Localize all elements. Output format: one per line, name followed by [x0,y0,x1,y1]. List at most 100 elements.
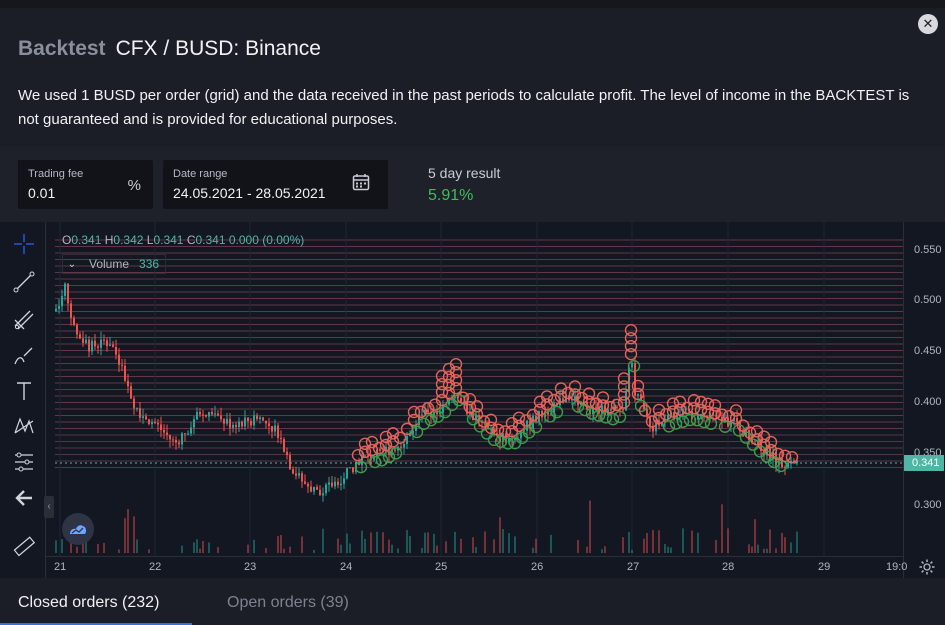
candle-body [346,468,348,479]
title-prefix: Backtest [18,37,106,60]
volume-bar [514,536,516,553]
buy-order-marker [354,460,368,474]
sell-order-marker [351,448,365,462]
sell-order-marker [624,347,638,361]
candle-body [487,424,489,430]
candle-body [745,430,747,437]
candle-body [595,406,597,408]
buy-order-marker [368,455,382,469]
buy-order-marker [389,447,403,460]
sell-order-marker [617,380,631,393]
buy-order-marker [627,359,641,373]
price-axis[interactable]: 0.550 0.500 0.450 0.400 0.350 0.300 [903,222,945,578]
candle-body [136,408,138,410]
crosshair-icon[interactable] [8,230,40,258]
volume-bar [445,541,447,553]
candle-body [373,456,375,460]
volume-bar [253,539,255,553]
sell-order-marker [554,390,568,403]
volume-bar [535,538,537,553]
candle-body [232,424,234,428]
candle-body [340,483,342,486]
candle-body [325,484,327,494]
volume-bar [721,504,723,553]
tab-closed-orders[interactable]: Closed orders (232) [18,594,160,611]
candle-body [739,422,741,432]
chevron-down-icon[interactable]: ⌄ [67,258,77,270]
candle-body [295,473,297,476]
sell-order-marker [631,387,645,401]
tab-open-orders[interactable]: Open orders (39) [227,594,349,611]
sell-order-marker [365,443,379,457]
sell-order-marker [568,388,582,401]
volume-bar [670,547,672,553]
gear-icon[interactable] [918,558,936,576]
volume-bar [748,544,750,553]
trading-fee-field[interactable]: Trading fee 0.01 % [18,160,153,209]
sell-order-marker [729,412,743,425]
candle-body [586,401,588,410]
trend-line-icon[interactable] [8,268,40,296]
candle-body [199,412,201,415]
candle-body [193,419,195,428]
volume-bar [82,536,84,553]
volume-bar [727,528,729,553]
candle-body [637,394,639,396]
volume-bar [433,533,435,553]
candle-body [247,417,249,422]
candle-body [160,424,162,431]
candle-body [103,339,105,341]
sell-order-marker [540,390,554,403]
buy-order-marker [417,417,431,430]
sell-order-marker [582,387,596,400]
volume-bar [70,540,72,553]
candle-body [91,340,93,352]
ruler-icon[interactable] [8,532,40,560]
price-chart[interactable]: ‹ O0.341 H0.342 L0.341 C0.341 0.000 (0.0… [0,222,945,578]
candle-body [436,411,438,415]
date-range-field[interactable]: Date range 24.05.2021 - 28.05.2021 [163,160,388,209]
volume-bar [55,540,57,553]
candle-body [70,303,72,318]
candle-body [394,449,396,451]
text-icon[interactable] [8,377,40,405]
candle-body [475,414,477,421]
volume-bar [61,539,63,553]
volume-bar [781,532,783,553]
measure-icon[interactable] [8,448,40,476]
brush-icon[interactable] [8,342,40,370]
candle-body [298,473,300,476]
y-tick: 0.550 [914,244,942,256]
candle-body [148,419,150,424]
volume-bar [196,539,198,553]
candle-body [442,404,444,413]
candle-body [634,362,636,396]
tradingview-logo-icon[interactable] [62,513,94,545]
sell-order-marker [687,402,701,415]
volume-bar [337,538,339,553]
fib-icon[interactable] [8,306,40,334]
candle-body [313,487,315,492]
candle-body [181,433,183,445]
volume-bar [493,539,495,553]
calendar-icon[interactable] [352,173,370,191]
pattern-icon[interactable] [8,412,40,440]
candle-body [166,432,168,436]
volume-bar [775,548,777,553]
close-button[interactable]: ✕ [918,14,938,34]
time-axis[interactable]: 21 22 23 24 25 26 27 28 29 19:0 [46,556,907,578]
back-arrow-icon[interactable] [8,484,40,512]
candle-body [697,415,699,420]
volume-bar [784,537,786,553]
collapse-toolbar-button[interactable]: ‹ [44,496,54,518]
sell-order-marker [477,415,491,428]
volume-legend[interactable]: ⌄ Volume 336 [62,254,167,274]
sell-order-marker [645,415,659,428]
candle-body [94,340,96,347]
sell-order-marker [372,442,386,455]
chart-canvas[interactable] [0,222,945,578]
candle-body [661,422,663,426]
volume-bar [424,532,426,553]
x-tick: 23 [244,561,257,573]
volume-value: 336 [139,257,160,271]
